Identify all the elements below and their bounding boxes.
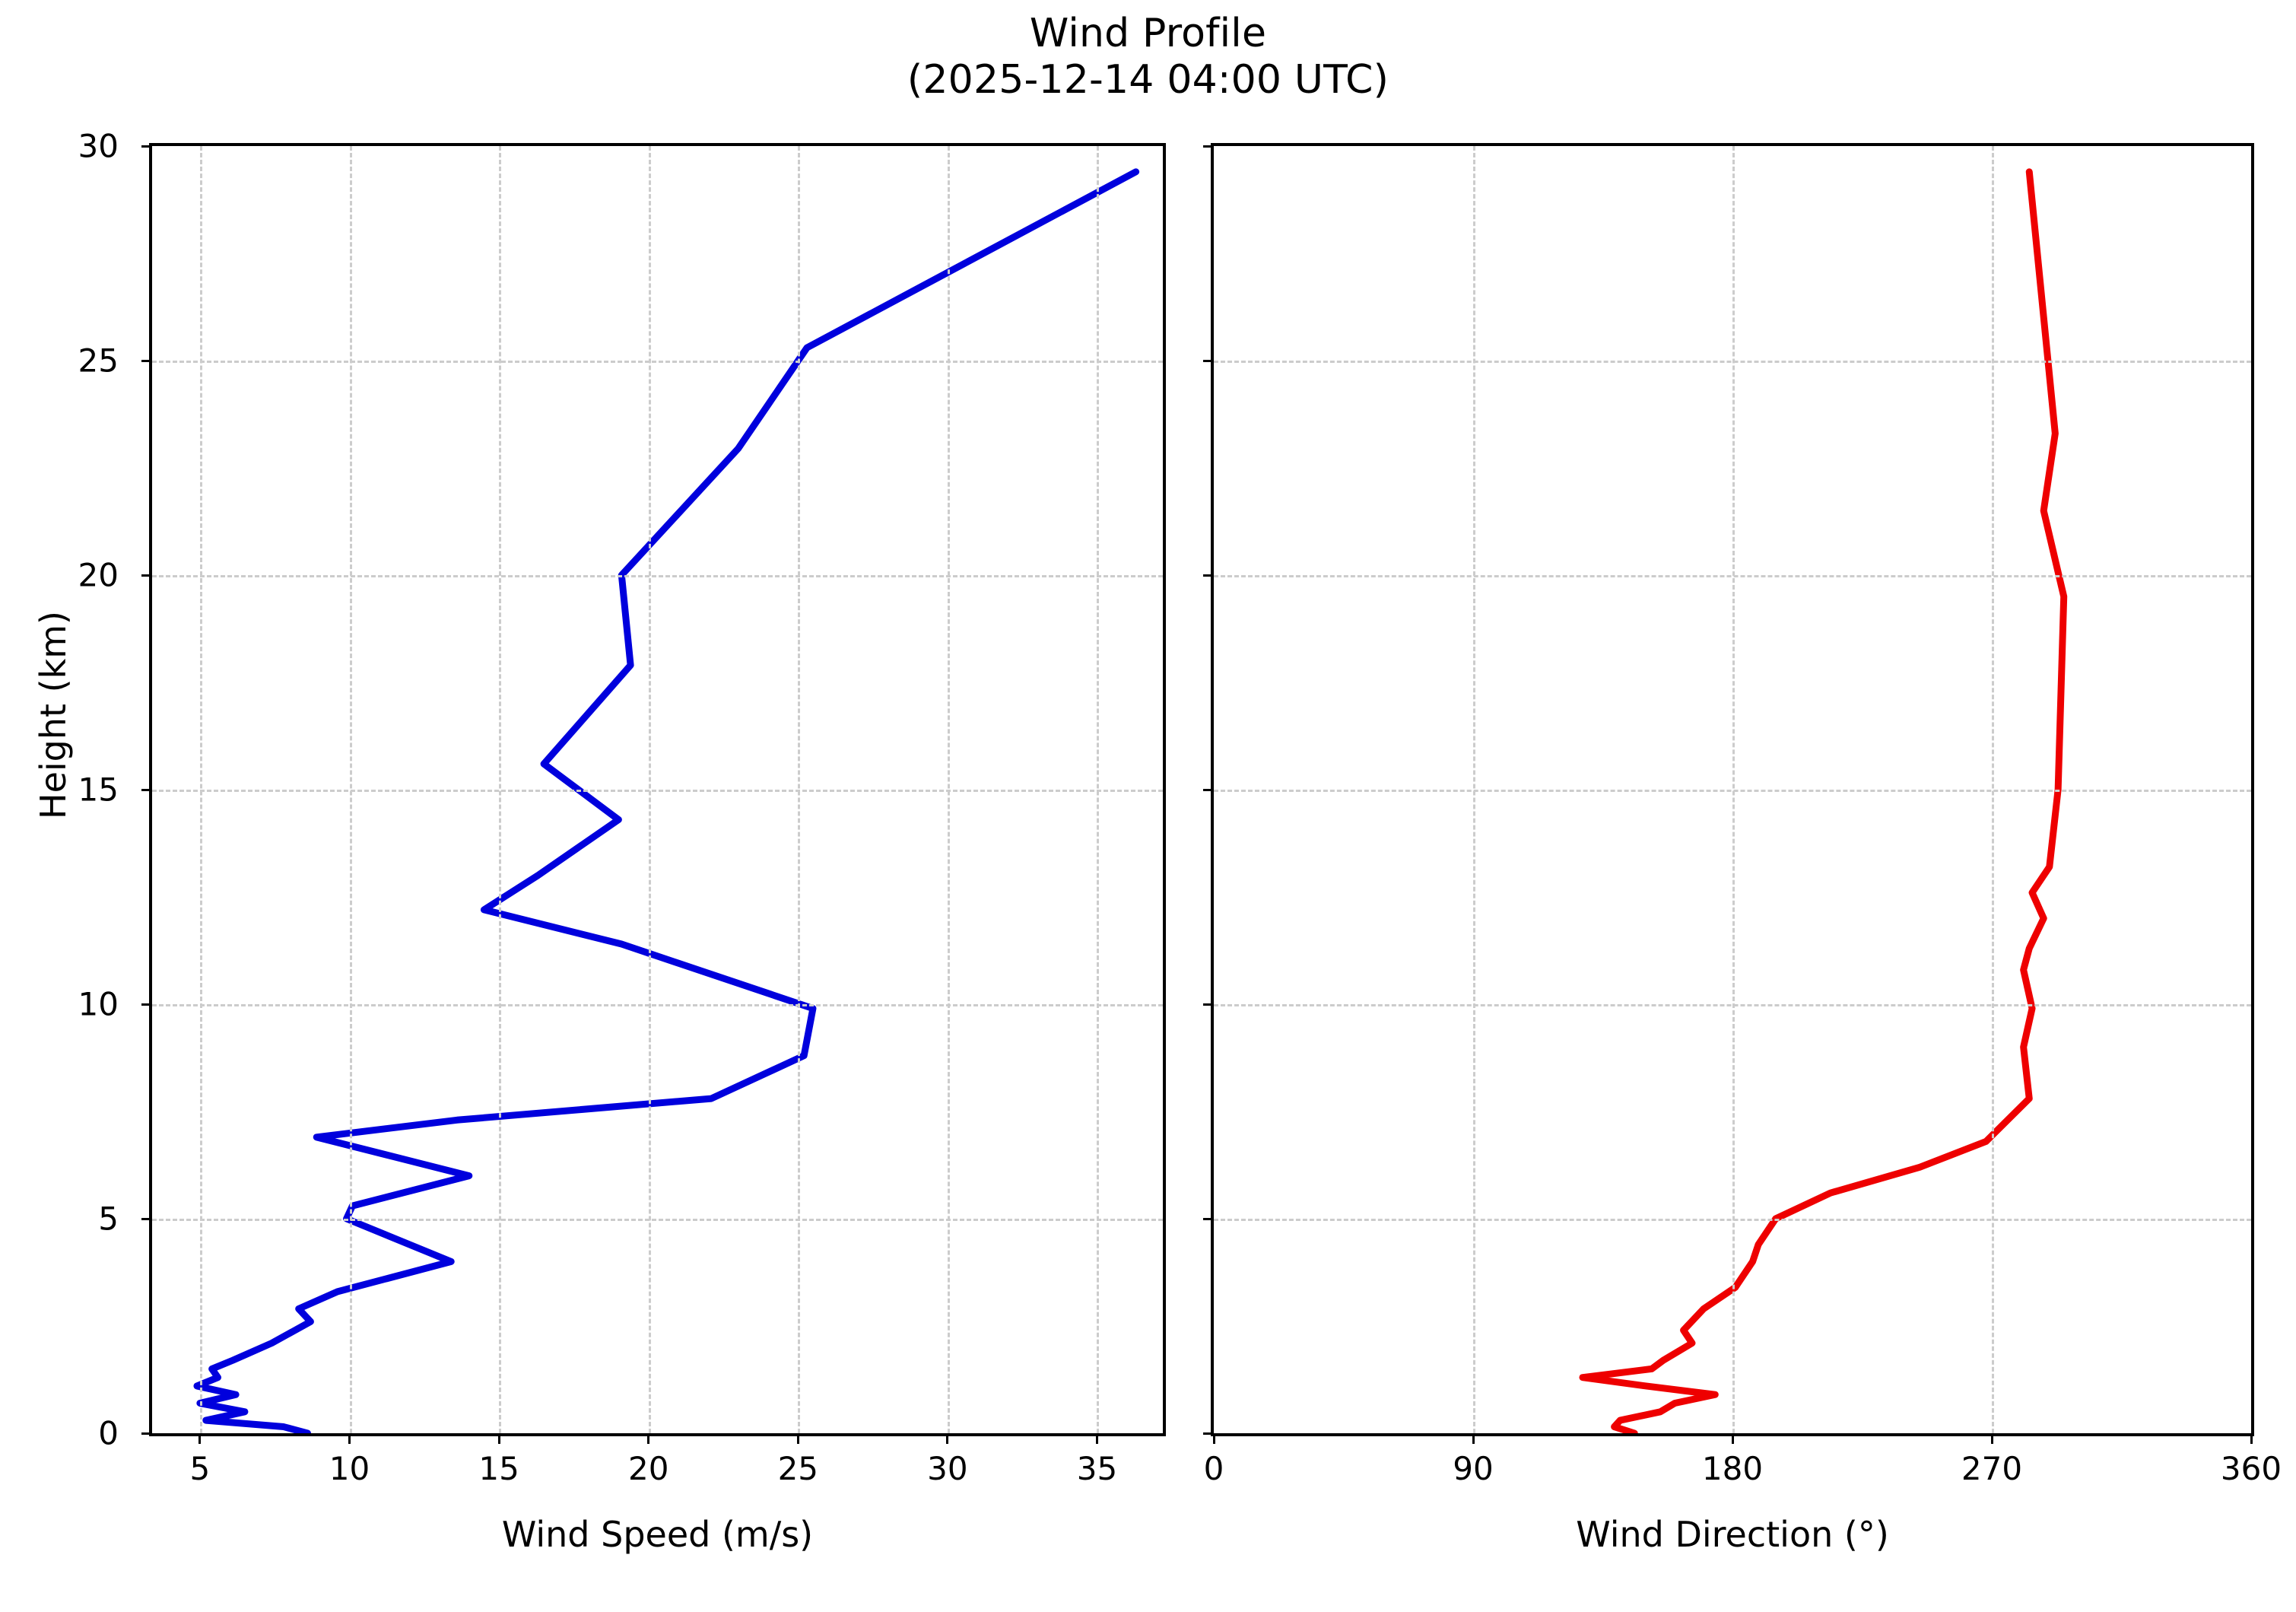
y-axis-tick bbox=[141, 574, 152, 577]
gridline-horizontal bbox=[152, 575, 1163, 577]
gridline-vertical bbox=[1473, 146, 1475, 1433]
gridline-vertical bbox=[798, 146, 801, 1433]
x-axis-tick-label: 35 bbox=[1076, 1450, 1118, 1487]
wind-speed-xaxis-label: Wind Speed (m/s) bbox=[501, 1514, 814, 1555]
wind-direction-xaxis-label: Wind Direction (°) bbox=[1576, 1514, 1889, 1555]
x-axis-tick-label: 30 bbox=[927, 1450, 968, 1487]
x-axis-tick-label: 0 bbox=[1203, 1450, 1224, 1487]
wind-direction-axes bbox=[1203, 143, 2254, 1444]
x-axis-tick bbox=[647, 1433, 650, 1444]
y-axis-tick bbox=[1203, 359, 1214, 362]
gridline-vertical bbox=[648, 146, 651, 1433]
x-axis-tick bbox=[1990, 1433, 1993, 1444]
x-axis-tick bbox=[1095, 1433, 1098, 1444]
y-axis-tick bbox=[141, 145, 152, 148]
gridline-vertical bbox=[1097, 146, 1100, 1433]
y-axis-tick bbox=[141, 1217, 152, 1220]
gridline-horizontal bbox=[152, 361, 1163, 363]
x-axis-tick-label: 5 bbox=[189, 1450, 211, 1487]
y-axis-tick bbox=[1203, 788, 1214, 791]
x-axis-tick bbox=[1731, 1433, 1734, 1444]
x-axis-tick bbox=[198, 1433, 202, 1444]
height-yaxis-label: Height (km) bbox=[33, 610, 74, 820]
y-axis-tick bbox=[141, 359, 152, 362]
y-axis-tick bbox=[1203, 574, 1214, 577]
y-axis-tick bbox=[1203, 1217, 1214, 1220]
x-axis-tick-label: 20 bbox=[627, 1450, 669, 1487]
y-axis-tick bbox=[1203, 145, 1214, 148]
y-axis-tick-label: 25 bbox=[78, 342, 119, 380]
title-line-1: Wind Profile bbox=[1029, 11, 1267, 56]
x-axis-tick-label: 360 bbox=[2220, 1450, 2282, 1487]
gridline-horizontal bbox=[152, 1004, 1163, 1006]
gridline-horizontal bbox=[152, 790, 1163, 792]
y-axis-tick-label: 5 bbox=[98, 1200, 119, 1238]
figure-title: Wind Profile (2025-12-14 04:00 UTC) bbox=[0, 11, 2296, 104]
y-axis-tick-label: 30 bbox=[78, 127, 119, 165]
x-axis-tick bbox=[1212, 1433, 1215, 1444]
gridline-vertical bbox=[947, 146, 950, 1433]
x-axis-tick-label: 25 bbox=[777, 1450, 819, 1487]
gridline-horizontal bbox=[152, 1219, 1163, 1221]
y-axis-tick-label: 0 bbox=[98, 1414, 119, 1452]
x-axis-tick-label: 180 bbox=[1701, 1450, 1764, 1487]
x-axis-tick bbox=[946, 1433, 949, 1444]
gridline-vertical bbox=[1992, 146, 1994, 1433]
x-axis-tick bbox=[2250, 1433, 2253, 1444]
title-line-2: (2025-12-14 04:00 UTC) bbox=[907, 57, 1389, 103]
y-axis-tick bbox=[141, 1432, 152, 1435]
gridline-vertical bbox=[349, 146, 352, 1433]
x-axis-tick bbox=[1472, 1433, 1475, 1444]
x-axis-tick bbox=[796, 1433, 799, 1444]
y-axis-tick bbox=[1203, 1432, 1214, 1435]
wind-direction-plot-area bbox=[1214, 146, 2251, 1433]
gridline-vertical bbox=[1732, 146, 1735, 1433]
x-axis-tick bbox=[348, 1433, 351, 1444]
y-axis-tick bbox=[141, 788, 152, 791]
x-axis-tick-label: 270 bbox=[1961, 1450, 2023, 1487]
y-axis-tick-label: 10 bbox=[78, 985, 119, 1023]
wind-speed-axes bbox=[141, 143, 1166, 1444]
x-axis-tick-label: 15 bbox=[478, 1450, 519, 1487]
y-axis-tick bbox=[1203, 1003, 1214, 1006]
gridline-vertical bbox=[199, 146, 202, 1433]
gridline-vertical bbox=[499, 146, 502, 1433]
x-axis-tick-label: 10 bbox=[329, 1450, 370, 1487]
x-axis-tick-label: 90 bbox=[1453, 1450, 1494, 1487]
y-axis-tick bbox=[141, 1003, 152, 1006]
wind-speed-series-line bbox=[197, 172, 1136, 1433]
x-axis-tick bbox=[497, 1433, 500, 1444]
wind-speed-line-chart bbox=[152, 146, 1163, 1433]
wind-speed-plot-area bbox=[152, 146, 1163, 1433]
